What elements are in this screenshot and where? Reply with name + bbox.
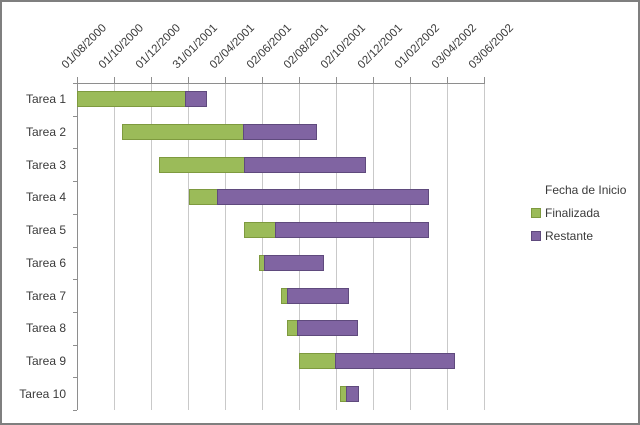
bar-finalizada [244, 222, 275, 238]
legend-item-finalizada: Finalizada [531, 205, 635, 221]
y-axis-tick [73, 377, 77, 378]
gridline [114, 83, 115, 410]
x-axis-tick [225, 77, 226, 83]
category-label: Tarea 6 [25, 256, 66, 270]
category-label: Tarea 8 [25, 321, 66, 335]
y-axis-tick [73, 410, 77, 411]
bar-restante [184, 91, 207, 107]
bar-restante [244, 157, 366, 173]
bar-finalizada [122, 124, 244, 140]
category-axis-line [77, 83, 78, 410]
x-axis-tick [447, 77, 448, 83]
x-axis-tick [151, 77, 152, 83]
bar-finalizada [340, 386, 347, 402]
y-axis-tick [73, 83, 77, 84]
category-label: Tarea 9 [25, 354, 66, 368]
gridline [225, 83, 226, 410]
x-axis-tick [410, 77, 411, 83]
bar-finalizada [281, 288, 287, 304]
y-axis-tick [73, 279, 77, 280]
category-label: Tarea 7 [25, 289, 66, 303]
y-axis-tick [73, 148, 77, 149]
category-label: Tarea 5 [25, 223, 66, 237]
y-axis-tick [73, 312, 77, 313]
gridline [484, 83, 485, 410]
gridline [410, 83, 411, 410]
category-label: Tarea 10 [19, 387, 66, 401]
y-axis-tick [73, 214, 77, 215]
gridline [447, 83, 448, 410]
x-axis-tick [336, 77, 337, 83]
bar-restante [334, 353, 456, 369]
x-axis-tick [114, 77, 115, 83]
x-axis-tick [188, 77, 189, 83]
bar-restante [274, 222, 429, 238]
x-axis-tick [262, 77, 263, 83]
gridline [151, 83, 152, 410]
legend-label-finalizada: Finalizada [545, 206, 600, 220]
restante-swatch-icon [531, 231, 541, 241]
x-axis-tick [484, 77, 485, 83]
gridline [373, 83, 374, 410]
bar-restante [346, 386, 360, 402]
bar-finalizada [188, 189, 218, 205]
gridline [188, 83, 189, 410]
x-axis-tick [77, 77, 78, 83]
x-axis-tick [373, 77, 374, 83]
y-axis-tick [73, 247, 77, 248]
gridline [336, 83, 337, 410]
y-axis-tick [73, 116, 77, 117]
category-label: Tarea 3 [25, 158, 66, 172]
bar-restante [263, 255, 325, 271]
bar-restante [286, 288, 349, 304]
legend-title: Fecha de Inicio [545, 183, 627, 197]
bar-restante [217, 189, 429, 205]
category-label: Tarea 4 [25, 190, 66, 204]
bar-finalizada [286, 320, 297, 336]
bar-restante [243, 124, 317, 140]
gridline [299, 83, 300, 410]
y-axis-tick [73, 345, 77, 346]
gridline [262, 83, 263, 410]
bar-finalizada [299, 353, 335, 369]
legend-title-row: Fecha de Inicio [531, 182, 635, 198]
x-axis-line [77, 83, 485, 84]
bar-finalizada [258, 255, 264, 271]
legend-item-restante: Restante [531, 228, 635, 244]
legend-label-restante: Restante [545, 229, 594, 243]
category-label: Tarea 2 [25, 125, 66, 139]
finalizada-swatch-icon [531, 208, 541, 218]
bar-finalizada [77, 91, 185, 107]
bar-finalizada [158, 157, 245, 173]
x-axis-tick [299, 77, 300, 83]
category-label: Tarea 1 [25, 92, 66, 106]
y-axis-tick [73, 181, 77, 182]
bar-restante [296, 320, 359, 336]
legend: Fecha de Inicio Finalizada Restante [531, 182, 635, 251]
